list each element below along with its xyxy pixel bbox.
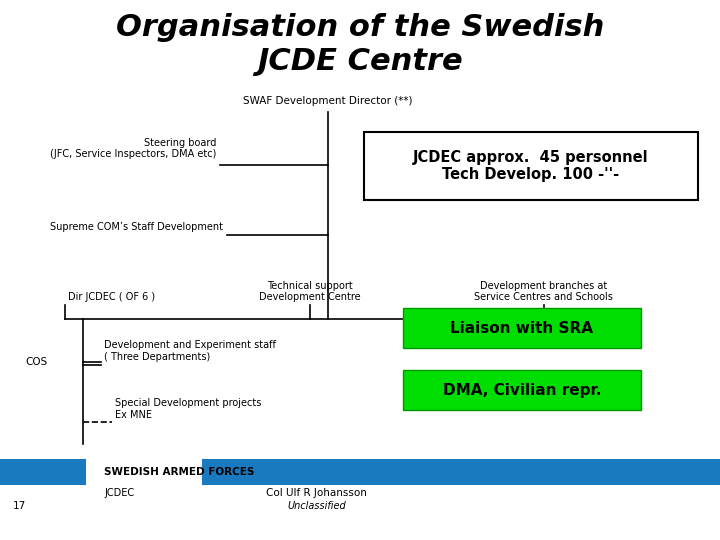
Text: Supreme COM’s Staff Development: Supreme COM’s Staff Development	[50, 222, 223, 232]
Text: Dir JCDEC ( OF 6 ): Dir JCDEC ( OF 6 )	[68, 292, 156, 302]
FancyBboxPatch shape	[403, 370, 641, 410]
Text: JCDEC: JCDEC	[104, 488, 135, 498]
Text: SWAF Development Director (**): SWAF Development Director (**)	[243, 96, 413, 106]
Text: DMA, Civilian repr.: DMA, Civilian repr.	[443, 383, 601, 397]
Text: Technical support
Development Centre: Technical support Development Centre	[258, 281, 361, 302]
Text: Organisation of the Swedish
JCDE Centre: Organisation of the Swedish JCDE Centre	[116, 14, 604, 76]
Text: SWEDISH ARMED FORCES: SWEDISH ARMED FORCES	[104, 467, 255, 477]
Bar	[202, 459, 720, 485]
Text: Liaison with SRA: Liaison with SRA	[451, 321, 593, 335]
Text: Unclassified: Unclassified	[287, 501, 346, 511]
FancyBboxPatch shape	[403, 308, 641, 348]
Text: Steering board
(JFC, Service Inspectors, DMA etc): Steering board (JFC, Service Inspectors,…	[50, 138, 216, 159]
Bar	[0, 459, 86, 485]
Text: Development branches at
Service Centres and Schools: Development branches at Service Centres …	[474, 281, 613, 302]
Text: Development and Experiment staff
( Three Departments): Development and Experiment staff ( Three…	[104, 340, 276, 362]
FancyBboxPatch shape	[364, 132, 698, 200]
Text: COS: COS	[25, 357, 48, 367]
Text: 17: 17	[13, 501, 26, 511]
Text: JCDEC approx.  45 personnel
Tech Develop. 100 -''-: JCDEC approx. 45 personnel Tech Develop.…	[413, 150, 649, 183]
Text: Col Ulf R Johansson: Col Ulf R Johansson	[266, 488, 367, 498]
Text: Special Development projects
Ex MNE: Special Development projects Ex MNE	[115, 398, 261, 420]
